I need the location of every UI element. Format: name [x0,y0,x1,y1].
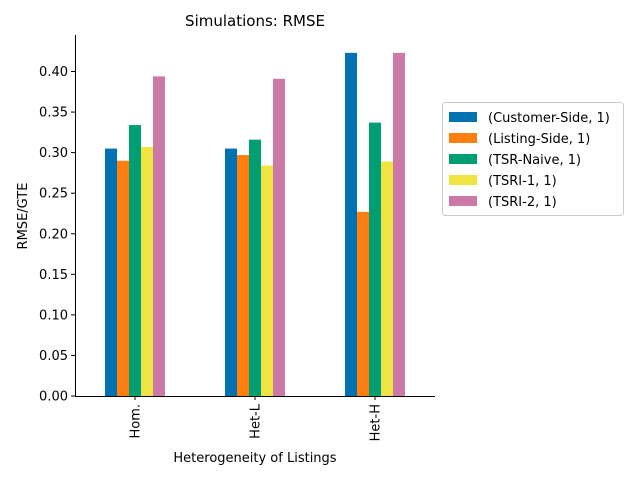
x-axis-label: Heterogeneity of Listings [173,451,336,466]
legend-label: (TSRI-2, 1) [488,195,557,210]
legend-label: (Listing-Side, 1) [488,132,590,147]
bar-1-3 [261,165,273,396]
legend-frame [442,102,624,216]
bar-2-2 [369,122,381,397]
x-tick-label: Het-H [369,404,384,441]
bar-1-4 [273,78,285,397]
y-tick-label: 0.10 [39,308,68,323]
legend-swatch [449,196,477,206]
bar-2-1 [357,211,369,396]
y-tick-label: 0.30 [39,146,68,161]
bar-0-4 [153,76,165,396]
bar-2-3 [381,161,393,396]
legend-swatch [449,175,477,185]
x-tick-label: Hom. [129,404,144,439]
y-tick-label: 0.05 [39,349,68,364]
y-axis-ticks: 0.00 0.05 0.10 0.15 0.20 0.25 0.30 0.35 0.40 [39,65,75,405]
y-tick-label: 0.00 [39,390,68,405]
y-axis-label: RMSE/GTE [16,183,31,250]
y-tick-label: 0.40 [39,65,68,80]
x-axis-ticks: Hom. Het-L Het-H [129,396,384,441]
bar-2-0 [345,52,357,396]
legend-label: (TSRI-1, 1) [488,174,557,189]
bar-1-1 [237,155,249,396]
x-tick-label: Het-L [249,403,264,439]
legend-label: (Customer-Side, 1) [488,111,610,126]
bar-0-0 [105,148,117,396]
bar-2-4 [393,52,405,396]
chart-title: Simulations: RMSE [185,12,325,30]
legend-swatch [449,112,477,122]
y-tick-label: 0.35 [39,106,68,121]
legend: (Customer-Side, 1) (Listing-Side, 1) (TSR-… [442,102,624,216]
y-tick-label: 0.25 [39,187,68,202]
legend-swatch [449,133,477,143]
bar-1-0 [225,148,237,396]
bars-group [105,52,405,397]
bar-0-3 [141,146,153,396]
y-tick-label: 0.20 [39,227,68,242]
bar-1-2 [249,139,261,396]
bar-0-2 [129,125,141,397]
legend-label: (TSR-Naive, 1) [488,153,581,168]
bar-0-1 [117,160,129,396]
legend-swatch [449,154,477,164]
y-tick-label: 0.15 [39,268,68,283]
